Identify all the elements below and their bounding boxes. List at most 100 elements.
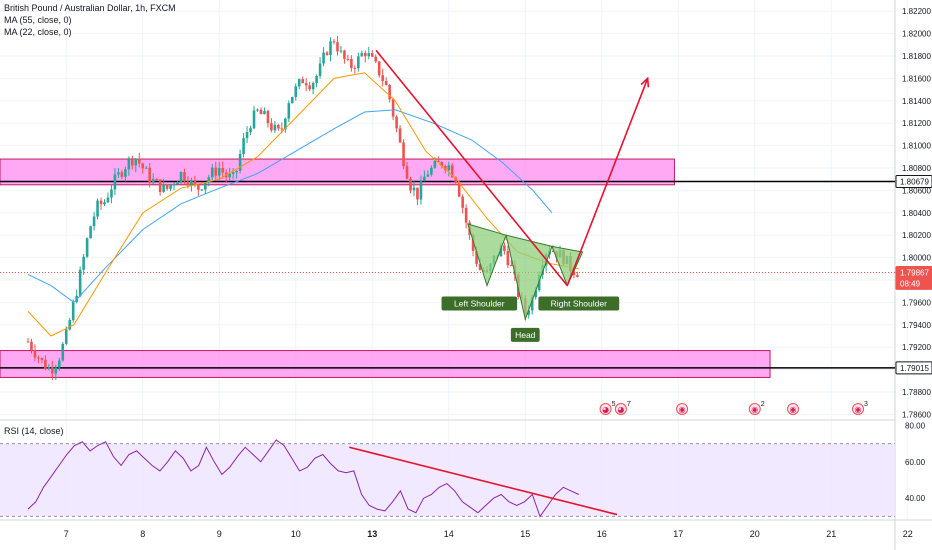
price-tag-label: 1.79015 (900, 364, 929, 373)
candle-up (297, 79, 301, 87)
candle-down (572, 271, 576, 276)
candle-down (350, 58, 353, 68)
candle-down (443, 166, 447, 171)
candle-up (329, 41, 332, 55)
candle-down (148, 167, 152, 183)
candle-down (277, 124, 280, 129)
candle-up (89, 226, 92, 239)
rsi-band (0, 443, 895, 517)
economic-event-icon[interactable] (787, 403, 799, 415)
head-and-shoulders-pattern (467, 223, 584, 321)
candle-down (301, 79, 305, 84)
economic-event-icon[interactable] (614, 403, 627, 415)
legend-ma22[interactable]: MA (22, close, 0) (4, 27, 72, 37)
candle-up (412, 187, 416, 191)
candle-down (363, 52, 367, 57)
candle-up (357, 56, 360, 69)
candle-down (464, 207, 468, 223)
candle-down (214, 167, 218, 176)
event-flag-icon: ◕ (617, 405, 624, 414)
candle-up (103, 202, 106, 205)
economic-event-icon[interactable] (599, 403, 612, 415)
descending-trendline[interactable] (375, 49, 568, 287)
candle-down (437, 160, 440, 162)
price-tag-label: 1.79867 (900, 268, 929, 277)
candle-down (395, 116, 398, 129)
time-tick-label: 16 (597, 529, 607, 539)
candle-up (85, 238, 89, 257)
event-count: 3 (864, 401, 868, 408)
candle-down (165, 184, 169, 189)
candle-down (120, 172, 124, 177)
price-tick-label: 1.80200 (902, 231, 931, 240)
price-tick-label: 1.82200 (902, 7, 931, 16)
chart-title[interactable]: British Pound / Australian Dollar, 1h, F… (4, 3, 176, 13)
candle-up (179, 171, 183, 183)
price-tick-label: 1.81400 (902, 97, 931, 106)
projection-arrow-line[interactable] (566, 78, 649, 286)
time-tick-label: 13 (367, 529, 377, 539)
left-shoulder-triangle (467, 223, 507, 288)
candle-up (242, 138, 245, 155)
price-tick-label: 1.79600 (902, 298, 931, 307)
candle-up (176, 182, 179, 185)
candle-down (405, 166, 409, 179)
time-tick-label: 20 (750, 529, 760, 539)
candle-down (304, 83, 308, 86)
rsi-trendline[interactable] (349, 446, 618, 516)
candle-up (245, 132, 249, 139)
candle-down (44, 359, 47, 370)
time-tick-label: 14 (444, 529, 454, 539)
time-tick-label: 22 (903, 529, 913, 539)
ma22-line (27, 72, 579, 337)
economic-event-icon[interactable] (748, 403, 761, 415)
candle-up (151, 179, 155, 183)
event-flag-icon: ◉ (751, 405, 758, 414)
economic-event-icon[interactable] (676, 403, 689, 415)
horizontal-levels (0, 180, 895, 369)
price-tag (895, 175, 932, 189)
ma55-line (27, 109, 553, 304)
time-tick-label: 17 (673, 529, 683, 539)
candle-up (256, 109, 259, 111)
price-tick-label: 1.79400 (902, 321, 931, 330)
candle-up (231, 172, 235, 174)
candle-up (61, 343, 65, 361)
candle-down (197, 185, 200, 190)
price-tick-label: 1.79200 (902, 343, 931, 352)
candle-down (478, 263, 482, 270)
candle-down (325, 52, 329, 55)
price-tick-label: 1.81800 (902, 52, 931, 61)
right-shoulder-triangle (551, 245, 584, 287)
candle-up (447, 165, 451, 171)
candlesticks (26, 36, 579, 381)
economic-event-icon[interactable] (852, 403, 865, 415)
candle-down (416, 187, 419, 200)
candle-down (193, 180, 197, 186)
rsi-title[interactable]: RSI (14, close) (4, 426, 64, 436)
candle-down (440, 161, 444, 167)
candle-down (391, 99, 395, 117)
candle-up (249, 128, 252, 133)
price-tick-label: 1.78600 (902, 410, 931, 419)
candle-down (388, 85, 391, 100)
legend-ma55[interactable]: MA (55, close, 0) (4, 15, 72, 25)
candle-down (30, 341, 33, 351)
candle-up (210, 167, 214, 178)
candle-up (527, 310, 531, 315)
event-flag-icon: ◉ (855, 405, 862, 414)
candle-up (92, 216, 96, 227)
event-markers[interactable]: ◕5◕7◉ ◉2◉ ◉3 (599, 401, 868, 415)
candle-up (499, 245, 503, 257)
candle-up (228, 173, 231, 178)
candle-up (68, 320, 72, 330)
candle-up (423, 176, 426, 182)
candle-up (367, 53, 371, 57)
moving-averages (27, 72, 579, 337)
price-tag-label: 08:49 (900, 279, 921, 288)
candle-up (217, 168, 221, 176)
time-tick-label: 9 (217, 529, 222, 539)
candle-down (510, 265, 513, 267)
candle-down (398, 128, 402, 143)
